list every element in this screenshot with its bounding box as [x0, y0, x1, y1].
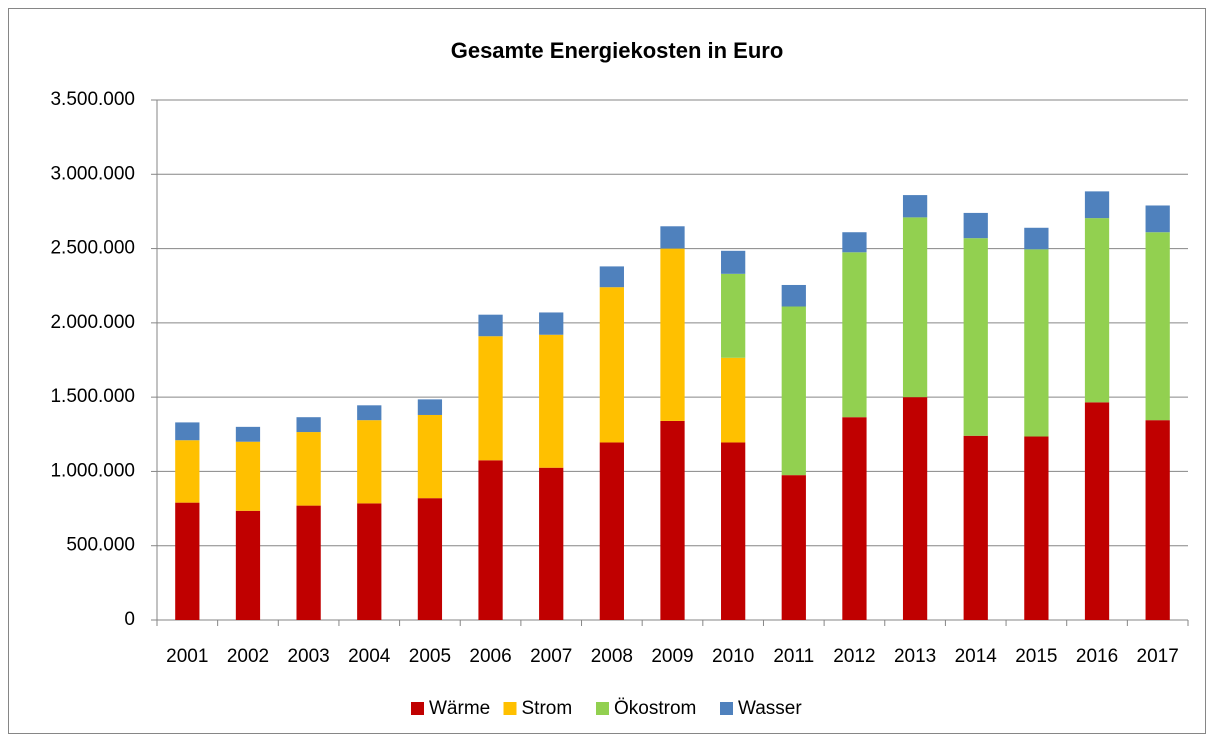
x-tick-label: 2011 [773, 646, 814, 667]
y-tick-label: 2.000.000 [50, 312, 135, 333]
x-tick-label: 2003 [287, 646, 329, 667]
bar-segment [721, 357, 746, 443]
legend-label: Wasser [738, 698, 802, 719]
bar-segment [1084, 191, 1110, 219]
x-tick-label: 2006 [469, 646, 511, 667]
bar-segment [417, 399, 443, 415]
x-tick-label: 2002 [227, 646, 269, 667]
bar-segment [1084, 218, 1110, 403]
x-tick-label: 2012 [833, 646, 875, 667]
bar-segment [357, 420, 382, 504]
x-tick-label: 2015 [1015, 646, 1057, 667]
x-tick-label: 2014 [955, 646, 998, 667]
y-tick-label: 3.000.000 [50, 163, 135, 184]
bar-segment [175, 440, 200, 503]
y-tick-label: 0 [124, 609, 135, 630]
bar-segment [599, 442, 624, 620]
bar-segment [296, 505, 321, 620]
bar-segment [235, 426, 261, 442]
bar-segment [781, 306, 806, 476]
bar-segment [175, 422, 200, 441]
legend-swatch [503, 702, 517, 715]
bar-segment [539, 312, 564, 335]
bar-segment [417, 414, 443, 499]
bar-segment [417, 498, 443, 620]
bar-segment [1024, 227, 1049, 250]
bar-segment [599, 287, 624, 443]
bar-segment [963, 212, 988, 239]
bar-segment [599, 266, 624, 288]
x-tick-label: 2004 [348, 646, 391, 667]
bar-segment [902, 195, 928, 218]
x-tick-label: 2016 [1076, 646, 1118, 667]
bar-segment [539, 334, 564, 468]
bar-segment [660, 226, 685, 249]
x-tick-label: 2007 [530, 646, 572, 667]
bar-segment [902, 217, 928, 398]
bar-segment [963, 435, 988, 620]
bar-segment [296, 432, 321, 506]
bar-segment [296, 417, 321, 433]
bar-segment [902, 397, 928, 620]
x-tick-label: 2013 [894, 646, 936, 667]
bar-segment [478, 314, 503, 337]
bar-segment [478, 460, 503, 620]
bar-segment [1024, 249, 1049, 437]
x-tick-label: 2010 [712, 646, 754, 667]
bar-segment [963, 238, 988, 436]
y-tick-label: 1.500.000 [50, 386, 135, 407]
bar-segment [235, 510, 261, 620]
legend-label: Wärme [429, 698, 490, 719]
bar-segment [478, 336, 503, 461]
y-tick-label: 2.500.000 [50, 238, 135, 259]
bar-segment [781, 284, 806, 307]
bar-segment [357, 405, 382, 421]
bar-segment [175, 502, 200, 620]
y-tick-label: 1.000.000 [50, 460, 135, 481]
bar-segment [721, 442, 746, 620]
legend-label: Ökostrom [614, 698, 696, 719]
bar-segment [842, 417, 867, 620]
x-tick-label: 2008 [591, 646, 633, 667]
legend-swatch [411, 702, 424, 715]
bar-segment [1145, 205, 1170, 233]
x-tick-label: 2001 [166, 646, 208, 667]
x-tick-label: 2017 [1137, 646, 1179, 667]
bar-segment [1024, 436, 1049, 620]
bar-segment [539, 467, 564, 620]
bar-segment [842, 252, 867, 418]
legend-swatch [596, 702, 609, 715]
x-tick-label: 2005 [409, 646, 451, 667]
y-tick-label: 3.500.000 [50, 89, 135, 110]
bar-segment [660, 420, 685, 620]
bar-segment [660, 248, 685, 421]
bar-segment [781, 475, 806, 620]
y-tick-label: 500.000 [66, 535, 135, 556]
bar-segment [357, 503, 382, 620]
legend-swatch [720, 702, 733, 715]
x-tick-label: 2009 [651, 646, 693, 667]
legend-label: Strom [522, 698, 573, 719]
bar-segment [235, 441, 261, 511]
bar-segment [721, 250, 746, 274]
bar-segment [1084, 402, 1110, 620]
chart-title: Gesamte Energiekosten in Euro [451, 38, 784, 63]
bar-segment [1145, 420, 1170, 620]
bar-segment [1145, 232, 1170, 421]
bar-segment [721, 273, 746, 358]
bar-segment [842, 232, 867, 253]
